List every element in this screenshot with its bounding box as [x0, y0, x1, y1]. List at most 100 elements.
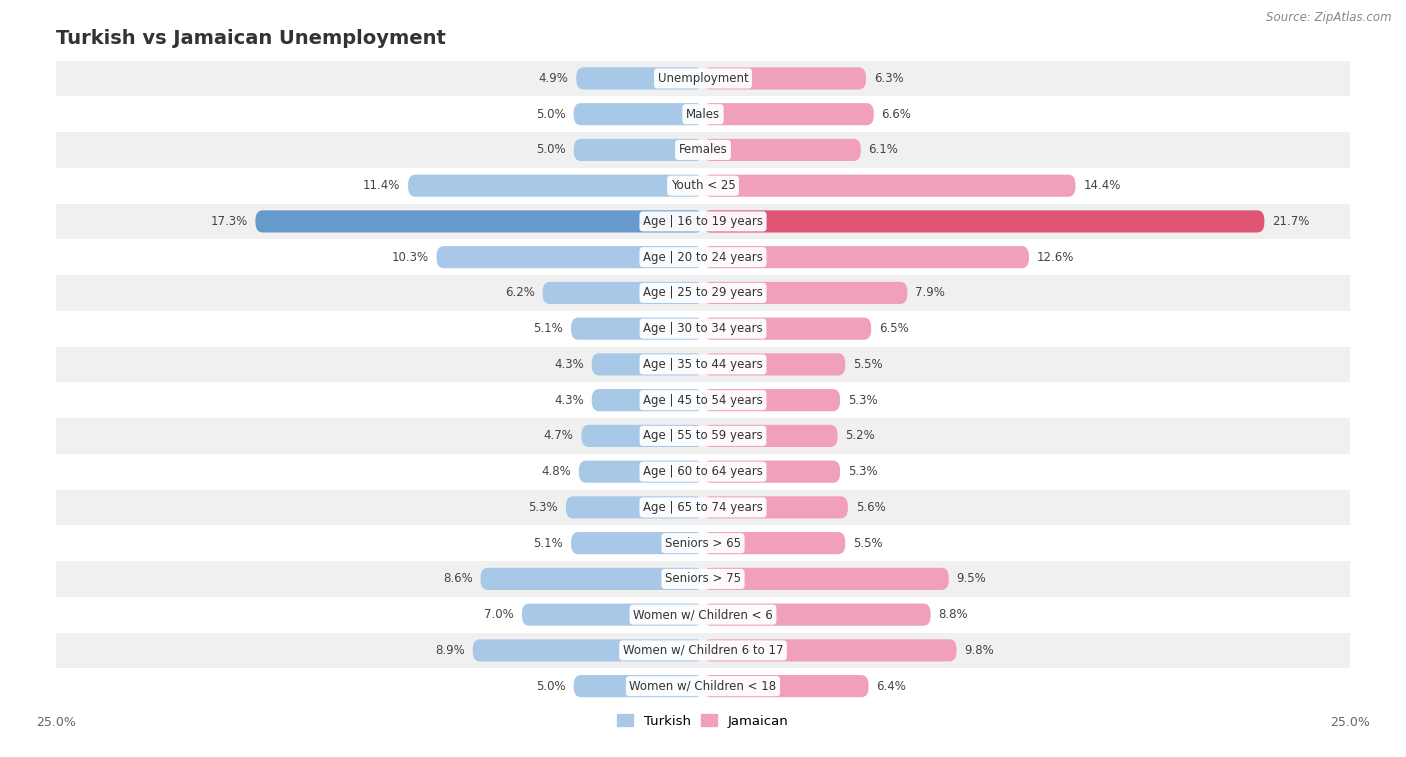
Legend: Turkish, Jamaican: Turkish, Jamaican — [612, 709, 794, 733]
FancyBboxPatch shape — [571, 318, 703, 340]
Text: Age | 20 to 24 years: Age | 20 to 24 years — [643, 251, 763, 263]
FancyBboxPatch shape — [592, 354, 703, 375]
Text: Age | 45 to 54 years: Age | 45 to 54 years — [643, 394, 763, 407]
Text: 6.1%: 6.1% — [869, 143, 898, 157]
FancyBboxPatch shape — [574, 675, 703, 697]
Bar — [56, 525, 1350, 561]
Text: 7.9%: 7.9% — [915, 286, 945, 300]
Text: 5.2%: 5.2% — [845, 429, 875, 442]
FancyBboxPatch shape — [703, 568, 949, 590]
Bar — [56, 490, 1350, 525]
Bar — [56, 61, 1350, 96]
Text: 4.9%: 4.9% — [538, 72, 568, 85]
Text: 17.3%: 17.3% — [211, 215, 247, 228]
Text: Age | 35 to 44 years: Age | 35 to 44 years — [643, 358, 763, 371]
Text: 11.4%: 11.4% — [363, 179, 401, 192]
FancyBboxPatch shape — [565, 497, 703, 519]
Text: 6.3%: 6.3% — [873, 72, 904, 85]
Text: 6.2%: 6.2% — [505, 286, 534, 300]
Text: Source: ZipAtlas.com: Source: ZipAtlas.com — [1267, 11, 1392, 24]
FancyBboxPatch shape — [582, 425, 703, 447]
FancyBboxPatch shape — [472, 640, 703, 662]
Bar — [56, 382, 1350, 418]
Bar — [56, 453, 1350, 490]
Text: 5.0%: 5.0% — [536, 680, 565, 693]
FancyBboxPatch shape — [703, 67, 866, 89]
Text: 4.8%: 4.8% — [541, 465, 571, 478]
Text: Age | 30 to 34 years: Age | 30 to 34 years — [643, 322, 763, 335]
FancyBboxPatch shape — [703, 103, 873, 125]
Text: 5.0%: 5.0% — [536, 107, 565, 120]
Bar — [56, 347, 1350, 382]
Text: 4.3%: 4.3% — [554, 358, 583, 371]
FancyBboxPatch shape — [703, 282, 907, 304]
Text: Age | 55 to 59 years: Age | 55 to 59 years — [643, 429, 763, 442]
FancyBboxPatch shape — [571, 532, 703, 554]
Text: 9.8%: 9.8% — [965, 644, 994, 657]
Text: 5.0%: 5.0% — [536, 143, 565, 157]
FancyBboxPatch shape — [703, 246, 1029, 268]
FancyBboxPatch shape — [576, 67, 703, 89]
Text: Males: Males — [686, 107, 720, 120]
Text: Unemployment: Unemployment — [658, 72, 748, 85]
Text: Youth < 25: Youth < 25 — [671, 179, 735, 192]
Text: 5.5%: 5.5% — [853, 358, 883, 371]
Text: Age | 16 to 19 years: Age | 16 to 19 years — [643, 215, 763, 228]
FancyBboxPatch shape — [408, 175, 703, 197]
Text: Age | 65 to 74 years: Age | 65 to 74 years — [643, 501, 763, 514]
Text: Women w/ Children < 18: Women w/ Children < 18 — [630, 680, 776, 693]
Text: Turkish vs Jamaican Unemployment: Turkish vs Jamaican Unemployment — [56, 29, 446, 48]
Bar — [56, 132, 1350, 168]
Text: 21.7%: 21.7% — [1272, 215, 1309, 228]
FancyBboxPatch shape — [703, 497, 848, 519]
Text: 5.3%: 5.3% — [848, 465, 877, 478]
Text: 6.5%: 6.5% — [879, 322, 908, 335]
FancyBboxPatch shape — [592, 389, 703, 411]
Bar — [56, 96, 1350, 132]
FancyBboxPatch shape — [703, 175, 1076, 197]
FancyBboxPatch shape — [703, 389, 841, 411]
Text: Seniors > 75: Seniors > 75 — [665, 572, 741, 585]
Bar — [56, 418, 1350, 453]
Text: Seniors > 65: Seniors > 65 — [665, 537, 741, 550]
FancyBboxPatch shape — [481, 568, 703, 590]
Text: 14.4%: 14.4% — [1083, 179, 1121, 192]
Text: 9.5%: 9.5% — [956, 572, 986, 585]
Text: 8.8%: 8.8% — [938, 608, 969, 621]
Text: 4.3%: 4.3% — [554, 394, 583, 407]
Text: 8.6%: 8.6% — [443, 572, 472, 585]
Text: 10.3%: 10.3% — [392, 251, 429, 263]
FancyBboxPatch shape — [703, 318, 872, 340]
Bar — [56, 204, 1350, 239]
Text: 5.1%: 5.1% — [533, 537, 564, 550]
Bar — [56, 311, 1350, 347]
Text: Women w/ Children 6 to 17: Women w/ Children 6 to 17 — [623, 644, 783, 657]
Text: 7.0%: 7.0% — [485, 608, 515, 621]
FancyBboxPatch shape — [703, 354, 845, 375]
Text: 5.1%: 5.1% — [533, 322, 564, 335]
FancyBboxPatch shape — [703, 603, 931, 626]
Text: Women w/ Children < 6: Women w/ Children < 6 — [633, 608, 773, 621]
Text: 4.7%: 4.7% — [544, 429, 574, 442]
FancyBboxPatch shape — [703, 139, 860, 161]
Bar — [56, 168, 1350, 204]
FancyBboxPatch shape — [256, 210, 703, 232]
Text: 6.6%: 6.6% — [882, 107, 911, 120]
FancyBboxPatch shape — [436, 246, 703, 268]
Bar — [56, 561, 1350, 597]
Text: 5.3%: 5.3% — [529, 501, 558, 514]
Bar — [56, 668, 1350, 704]
Text: Age | 25 to 29 years: Age | 25 to 29 years — [643, 286, 763, 300]
Text: 5.3%: 5.3% — [848, 394, 877, 407]
Bar — [56, 597, 1350, 633]
Text: Age | 60 to 64 years: Age | 60 to 64 years — [643, 465, 763, 478]
Bar — [56, 239, 1350, 275]
FancyBboxPatch shape — [522, 603, 703, 626]
FancyBboxPatch shape — [703, 210, 1264, 232]
Text: 5.5%: 5.5% — [853, 537, 883, 550]
FancyBboxPatch shape — [574, 139, 703, 161]
FancyBboxPatch shape — [703, 532, 845, 554]
Text: 6.4%: 6.4% — [876, 680, 907, 693]
Text: Females: Females — [679, 143, 727, 157]
FancyBboxPatch shape — [574, 103, 703, 125]
